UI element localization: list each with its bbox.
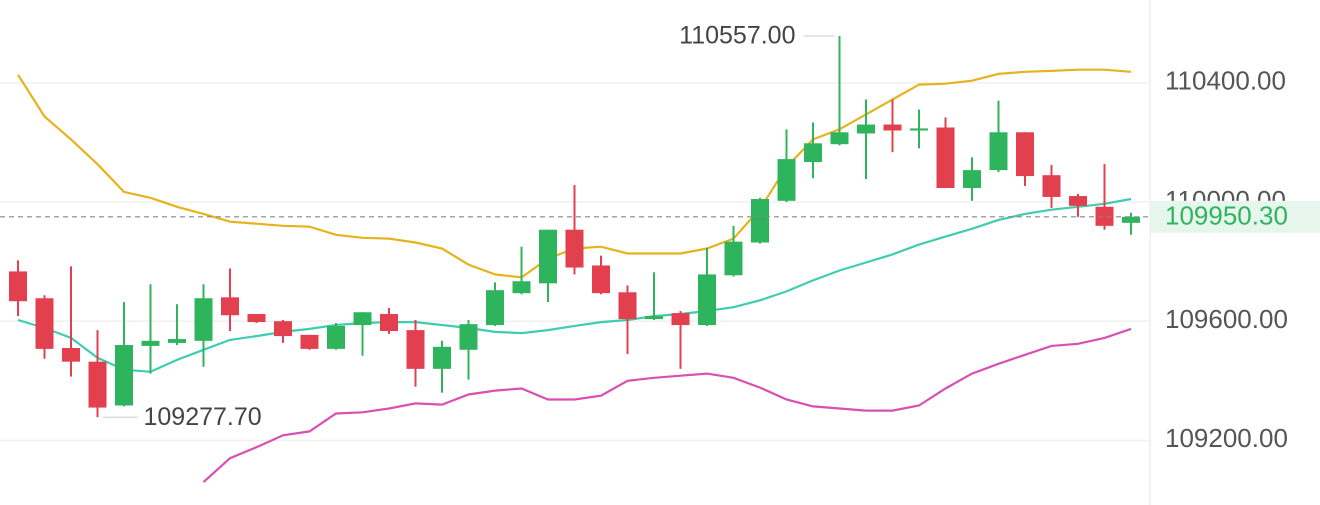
candle-body [1122,216,1140,223]
candle-body [936,127,955,188]
candle-body [9,271,27,302]
candle-body [751,199,769,243]
candle-body [300,334,319,349]
candle-body [433,346,451,369]
candle-body [115,345,133,406]
candle-body [830,132,849,145]
candle-body [910,128,928,131]
candle-body [1042,175,1061,197]
last-price-box [1150,200,1320,233]
candle-body [1095,206,1114,226]
candle-body [88,361,107,408]
y-tick-label: 109200.00 [1165,423,1288,453]
candle-body [486,290,504,326]
candle-body [539,229,557,284]
candle-body [512,281,531,294]
candle-body [883,124,902,131]
candle-body [857,124,875,134]
low-label: 109277.70 [144,403,262,431]
candle-body [62,347,80,362]
candle-body [565,229,584,268]
candle-body [459,324,478,350]
candle-body [645,316,663,320]
candle-body [804,143,822,163]
plot-area [9,36,1140,483]
candle-body [35,298,54,349]
last-price-label: 109950.30 [1165,201,1288,231]
y-tick-label: 110400.00 [1165,66,1286,96]
candle-body [353,312,372,326]
candle-body [777,159,796,201]
high-label: 110557.00 [679,22,795,50]
candle-body [380,314,398,332]
candle-body [168,339,186,343]
candle-body [618,292,637,320]
band-line [202,327,1132,483]
y-tick-label: 109600.00 [1165,304,1288,334]
candle-body [989,132,1008,171]
candle-body [247,314,266,323]
candle-body [1016,132,1034,177]
candle-body [963,170,981,188]
candle-body [221,297,239,316]
candle-body [671,313,690,326]
candle-body [406,330,425,369]
candle-body [592,265,610,294]
candle-body [274,321,292,337]
candle-body [327,325,345,349]
candle-body [1069,196,1087,206]
candle-body [141,340,160,346]
overlay: 110557.00 109277.70 109950.30 [0,22,1320,431]
candle-body [698,274,716,326]
candle-body [724,241,743,276]
candle-body [194,298,213,341]
